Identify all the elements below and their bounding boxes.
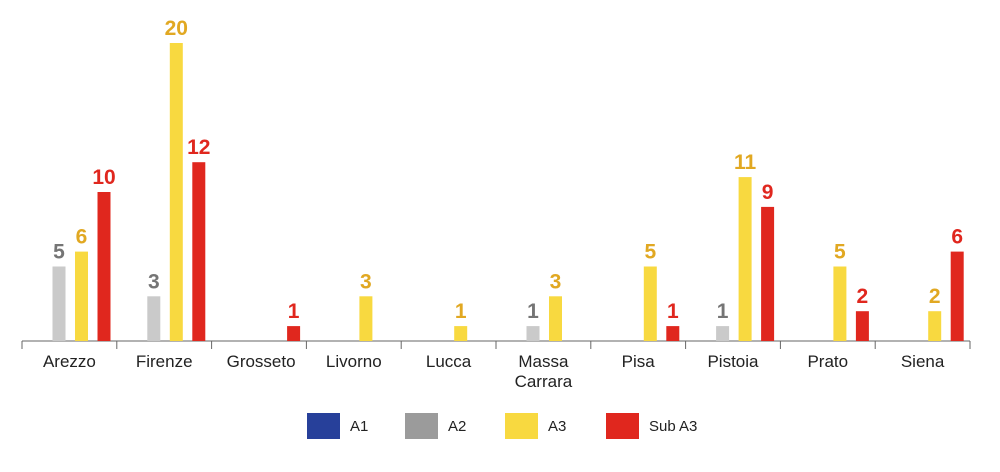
value-label: 1 (455, 300, 467, 323)
x-tick-label: Arezzo (42, 352, 96, 371)
value-label: 9 (762, 181, 774, 204)
bar (833, 266, 847, 341)
bar (526, 326, 540, 341)
bar (147, 296, 161, 341)
legend-label: A1 (350, 418, 368, 435)
x-tick-label: Massa Carrara (514, 352, 573, 391)
value-label: 6 (951, 226, 963, 249)
value-label: 5 (834, 241, 846, 264)
legend-swatch (606, 413, 639, 439)
bar (549, 296, 562, 341)
bar (666, 326, 680, 341)
value-label: 1 (527, 300, 539, 323)
value-label: 1 (288, 300, 300, 323)
legend-swatch (307, 413, 340, 439)
bar (643, 266, 657, 341)
value-label: 5 (53, 241, 65, 264)
value-label: 20 (165, 17, 188, 40)
bar (855, 311, 869, 341)
bar (75, 251, 88, 341)
bar (716, 326, 730, 341)
bar (97, 192, 111, 341)
bar (192, 162, 206, 341)
bar (287, 326, 301, 341)
bar (928, 311, 942, 341)
value-label: 1 (667, 300, 679, 323)
x-tick-label: Livorno (325, 352, 382, 371)
value-label: 3 (550, 270, 562, 293)
legend-label: Sub A3 (649, 418, 697, 435)
bar (950, 251, 964, 341)
value-label: 2 (929, 285, 941, 308)
legend-swatch (505, 413, 538, 439)
value-label: 10 (92, 166, 115, 189)
x-tick-label: Firenze (135, 352, 193, 371)
bar (761, 206, 775, 341)
legend-label: A3 (548, 418, 566, 435)
x-tick-label: Lucca (425, 352, 472, 371)
bar (52, 266, 66, 341)
value-label: 5 (644, 241, 656, 264)
legend-label: A2 (448, 418, 466, 435)
x-tick-label: Pistoia (707, 352, 759, 371)
value-label: 3 (148, 270, 160, 293)
bar (454, 326, 468, 341)
bar (738, 177, 752, 341)
value-label: 1 (717, 300, 729, 323)
value-label: 3 (360, 270, 372, 293)
bar (359, 296, 373, 341)
value-label: 11 (734, 151, 757, 174)
x-tick-label: Siena (900, 352, 945, 371)
x-tick-label: Grosseto (226, 352, 296, 371)
value-label: 12 (187, 136, 210, 159)
legend-swatch (405, 413, 438, 439)
x-tick-label: Pisa (621, 352, 655, 371)
value-label: 6 (76, 226, 88, 249)
value-label: 2 (857, 285, 869, 308)
x-tick-label: Prato (807, 352, 849, 371)
bar (169, 43, 183, 341)
